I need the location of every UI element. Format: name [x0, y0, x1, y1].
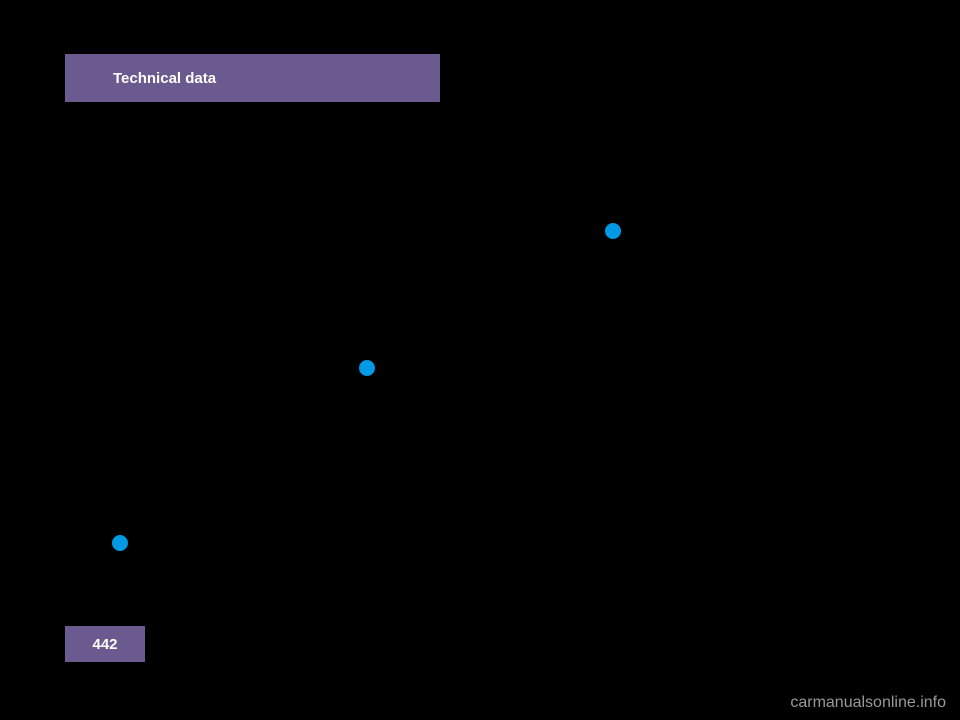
bullet-point: [112, 535, 128, 551]
page-number-box: 442: [65, 626, 145, 662]
bullet-point: [359, 360, 375, 376]
section-header-tab: Technical data: [65, 54, 440, 102]
watermark-text: carmanualsonline.info: [790, 694, 946, 712]
section-title: Technical data: [113, 70, 216, 87]
bullet-point: [605, 223, 621, 239]
page-number: 442: [92, 636, 117, 653]
